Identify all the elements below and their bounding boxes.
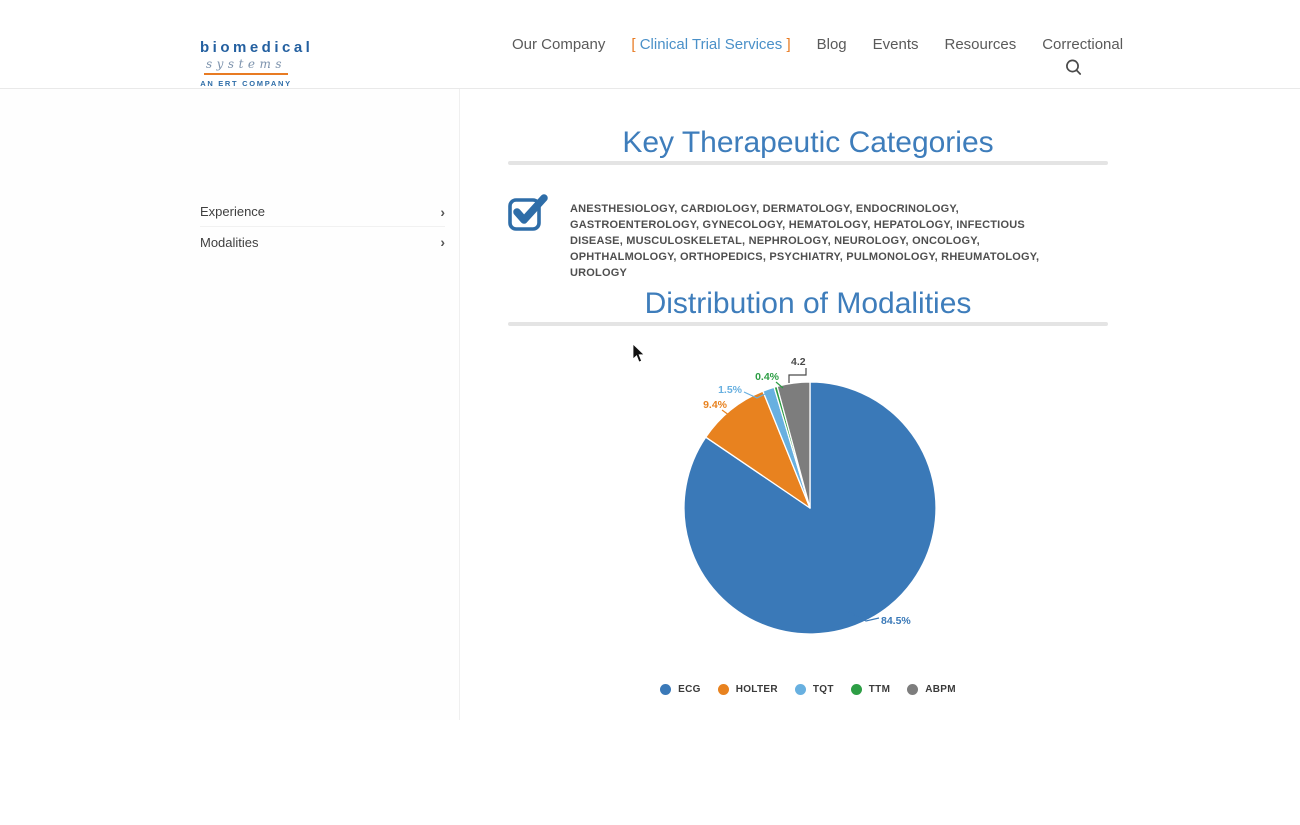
sidebar-item-label: Experience [200,204,266,219]
nav-item-resources[interactable]: Resources [944,35,1017,53]
pie-label-holter: 9.4% [703,399,728,411]
pie-label-leader-ttm [775,381,784,389]
section-title-key-therapeutic-categories: Key Therapeutic Categories [622,126,994,159]
pie-label-ttm: 0.4% [755,371,780,383]
nav-active-bracket-left: [ [631,35,636,53]
pie-label-leader-holter [721,409,734,419]
legend-item-abpm: ABPM [907,684,956,695]
legend-dot-icon [850,684,862,695]
pie-slice-abpm [776,381,811,509]
pie-label-leader-tqt [743,391,770,399]
title-divider [508,322,1108,326]
legend-item-ecg: ECG [660,684,701,695]
sidebar-item-experience[interactable]: Experience › [200,197,445,227]
pie-chart-legend: ECG HOLTER TQT TTM ABPM [508,684,1108,695]
legend-label: TQT [812,684,834,695]
therapeutic-categories-text: ANESTHESIOLOGY, CARDIOLOGY, DERMATOLOGY,… [570,203,1040,279]
sidebar-item-label: Modalities [200,234,259,250]
nav-item-events[interactable]: Events [872,35,919,53]
pie-label-ecg: 84.5% [881,615,911,627]
main-nav: Our Company [ Clinical Trial Services ] … [512,0,1123,88]
nav-item-clinical-trial-services[interactable]: [ Clinical Trial Services ] [631,36,790,53]
site-logo[interactable]: biomedical systems AN ERT COMPANY [200,39,314,88]
section-title-distribution-of-modalities: Distribution of Modalities [644,287,972,320]
sidebar: Experience › Modalities › [0,89,460,720]
legend-label: ECG [678,684,701,695]
logo-tagline: AN ERT COMPANY [200,79,292,88]
legend-label: TTM [868,684,891,695]
nav-active-label: Clinical Trial Services [639,35,783,53]
pie-label-tqt: 1.5% [718,384,743,396]
legend-dot-icon [907,684,919,695]
mouse-cursor [632,343,646,363]
nav-item-correctional[interactable]: Correctional [1042,35,1124,53]
nav-active-bracket-right: ] [786,35,791,53]
nav-item-blog[interactable]: Blog [816,35,847,53]
pie-slice-ecg [683,381,937,635]
legend-label: ABPM [925,684,956,695]
legend-item-ttm: TTM [850,684,891,695]
modalities-pie-chart: 84.5% 9.4% 1.5% 0.4% 4.2 [600,340,1020,670]
legend-dot-icon [794,684,806,695]
nav-item-our-company[interactable]: Our Company [512,35,606,53]
legend-item-tqt: TQT [794,684,834,695]
legend-item-holter: HOLTER [717,684,778,695]
checked-checkbox-icon [507,193,549,235]
title-divider [508,161,1108,165]
sidebar-item-modalities[interactable]: Modalities › [200,227,445,257]
chevron-right-icon: › [440,203,445,220]
legend-label: HOLTER [735,684,778,695]
search-icon[interactable] [1063,57,1085,79]
legend-dot-icon [660,684,672,695]
logo-subtitle: systems [203,56,289,75]
pie-label-leader-abpm [788,368,807,383]
legend-dot-icon [717,684,729,695]
pie-label-leader-ecg [846,610,880,622]
site-header: biomedical systems AN ERT COMPANY Our Co… [0,0,1300,89]
chevron-right-icon: › [440,234,445,250]
logo-name: biomedical [200,39,314,56]
pie-label-abpm: 4.2 [791,356,806,368]
